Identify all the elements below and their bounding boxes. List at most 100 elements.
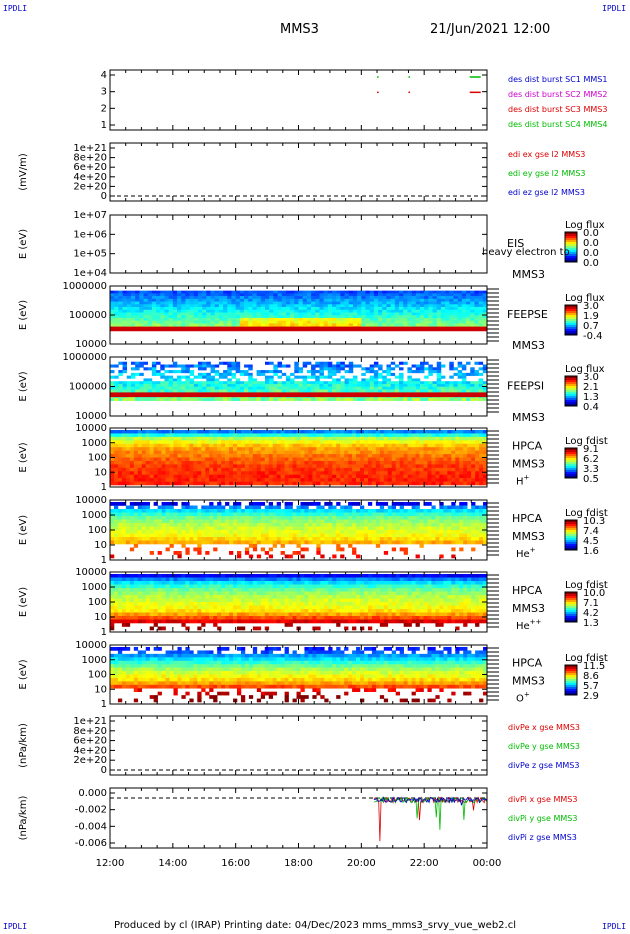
y-tick-label: 1 xyxy=(101,120,107,131)
spectrogram-cell xyxy=(320,447,325,451)
spectrogram-cell xyxy=(403,301,408,305)
spectrogram-cell xyxy=(193,454,198,458)
spectrogram-cell xyxy=(209,533,214,538)
spectrogram-cell xyxy=(391,474,397,479)
spectrogram-cell xyxy=(114,320,119,324)
spectrogram-cell xyxy=(391,467,397,472)
spectrogram-cell xyxy=(201,430,206,434)
spectrogram-cell xyxy=(143,397,148,401)
spectrogram-cell xyxy=(445,389,450,393)
spectrogram-cell xyxy=(185,457,190,462)
spectrogram-cell xyxy=(164,383,169,388)
spectrogram-cell xyxy=(365,317,371,322)
spectrogram-cell xyxy=(177,471,182,475)
spectrogram-cell xyxy=(312,471,317,475)
spectrogram-cell xyxy=(236,537,242,541)
spectrogram-cell xyxy=(193,519,198,524)
spectrogram-cell xyxy=(375,454,381,458)
spectrogram-cell xyxy=(268,474,274,479)
spectrogram-cell xyxy=(225,436,230,441)
spectrogram-cell xyxy=(292,481,297,486)
spectrogram-cell xyxy=(288,474,293,479)
spectrogram-cell xyxy=(260,304,266,308)
spectrogram-cell xyxy=(209,471,214,475)
spectrogram-cell xyxy=(244,320,249,324)
spectrogram-cell xyxy=(147,381,153,385)
spectrogram-cell xyxy=(367,450,373,455)
spectrogram-cell xyxy=(352,447,357,451)
spectrogram-cell xyxy=(164,323,169,327)
spectrogram-cell xyxy=(320,505,325,510)
spectrogram-cell xyxy=(157,519,162,524)
y-tick-label: 1000 xyxy=(82,438,107,449)
spectrogram-cell xyxy=(149,533,154,538)
spectrogram-cell xyxy=(197,397,203,401)
spectrogram-cell xyxy=(227,298,232,302)
spectrogram-cell xyxy=(141,519,147,524)
spectrogram-cell xyxy=(471,454,476,458)
spectrogram-cell xyxy=(340,467,345,472)
spectrogram-cell xyxy=(141,526,147,531)
spectrogram-cell xyxy=(248,443,254,448)
spectrogram-cell xyxy=(284,481,289,486)
spectrogram-cell xyxy=(340,450,345,455)
spectrogram-cell xyxy=(153,533,158,538)
spectrogram-cell xyxy=(336,533,341,538)
spectrogram-cell xyxy=(244,301,249,305)
spectrogram-cell xyxy=(125,533,131,538)
spectrogram-cell xyxy=(352,386,358,390)
spectrogram-cell xyxy=(110,375,115,379)
spectrogram-cell xyxy=(233,505,238,510)
spectrogram-cell xyxy=(474,372,479,376)
spectrogram-cell xyxy=(348,540,353,545)
spectrogram-cell xyxy=(114,293,119,297)
spectrogram-cell xyxy=(315,304,320,308)
spectrogram-cell xyxy=(324,533,329,538)
spectrogram-cell xyxy=(348,312,354,316)
spectrogram-cell xyxy=(201,530,206,534)
spectrogram-cell xyxy=(276,516,281,520)
spectrogram-cell xyxy=(125,450,131,455)
y-tick-label: 100000 xyxy=(69,310,107,321)
spectrogram-cell xyxy=(352,471,357,475)
spectrogram-cell xyxy=(256,381,262,385)
spectrogram-cell xyxy=(276,464,281,469)
spectrogram-cell xyxy=(403,430,408,434)
spectrogram-cell xyxy=(324,474,329,479)
spectrogram-cell xyxy=(113,537,119,541)
spectrogram-cell xyxy=(217,516,222,520)
spectrogram-cell xyxy=(328,502,333,506)
spectrogram-cell xyxy=(143,304,148,308)
spectrogram-cell xyxy=(391,454,397,458)
spectrogram-cell xyxy=(383,443,389,448)
spectrogram-cell xyxy=(225,512,230,517)
spectrogram-cell xyxy=(117,523,123,527)
spectrogram-cell xyxy=(328,474,333,479)
spectrogram-cell xyxy=(139,361,144,365)
spectrogram-cell xyxy=(332,430,337,434)
spectrogram-cell xyxy=(248,386,253,390)
spectrogram-cell xyxy=(300,460,305,465)
spectrogram-cell xyxy=(209,436,214,441)
spectrogram-cell xyxy=(296,474,301,479)
spectrogram-cell xyxy=(290,372,295,376)
spectrogram-cell xyxy=(169,433,174,438)
spectrogram-cell xyxy=(357,293,362,297)
spectrogram-cell xyxy=(217,471,222,475)
spectrogram-cell xyxy=(236,457,242,462)
spectrogram-cell xyxy=(373,372,379,376)
spectrogram-cell xyxy=(193,440,198,445)
spectrogram-cell xyxy=(440,383,446,388)
spectrogram-cell xyxy=(415,433,420,438)
spectrogram-cell xyxy=(298,383,303,388)
spectrogram-cell xyxy=(202,320,207,324)
spectrogram-cell xyxy=(324,471,329,475)
spectrogram-cell xyxy=(137,433,143,438)
spectrogram-cell xyxy=(415,450,420,455)
colorbar-segment xyxy=(565,390,577,393)
colorbar-segment xyxy=(565,382,577,385)
spectrogram-cell xyxy=(141,502,147,506)
spectrogram-cell xyxy=(435,478,440,482)
spectrogram-cell xyxy=(316,450,321,455)
